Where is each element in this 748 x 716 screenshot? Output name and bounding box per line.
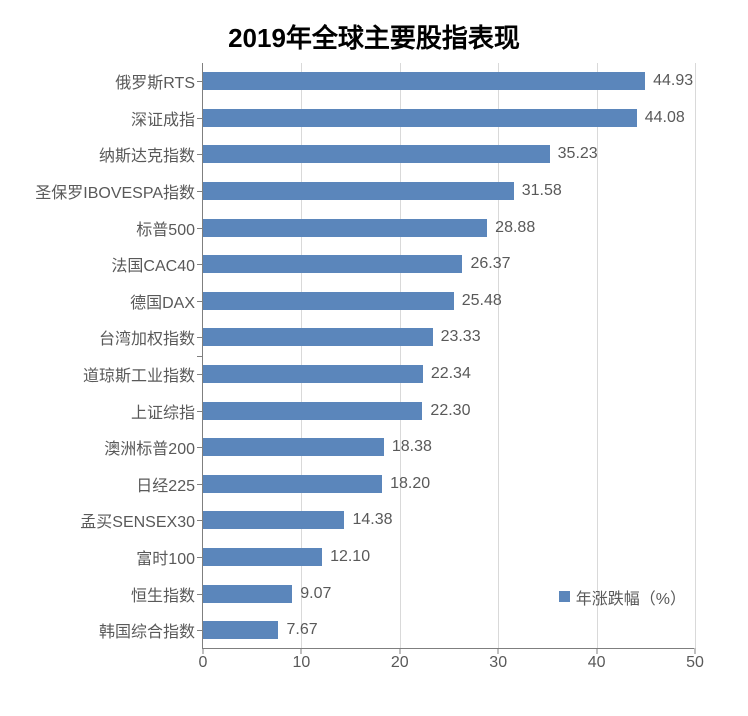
bar-row: 上证综指22.30	[203, 392, 694, 429]
x-tick-label: 0	[199, 654, 208, 672]
legend: 年涨跌幅（%）	[559, 585, 686, 609]
bar	[203, 72, 645, 90]
value-label: 23.33	[441, 328, 481, 346]
value-label: 22.30	[430, 402, 470, 420]
category-label: 纳斯达克指数	[25, 142, 195, 166]
category-label: 深证成指	[25, 106, 195, 130]
value-label: 18.20	[390, 475, 430, 493]
value-label: 35.23	[558, 145, 598, 163]
category-label: 上证综指	[25, 399, 195, 423]
category-label: 孟买SENSEX30	[25, 508, 195, 532]
gridline	[695, 63, 696, 648]
category-label: 俄罗斯RTS	[25, 69, 195, 93]
plot-area: 01020304050俄罗斯RTS44.93深证成指44.08纳斯达克指数35.…	[24, 63, 724, 649]
bar-row: 圣保罗IBOVESPA指数31.58	[203, 173, 694, 210]
bar	[203, 548, 322, 566]
x-tick-label: 10	[292, 654, 310, 672]
value-label: 28.88	[495, 219, 535, 237]
x-tick-label: 50	[686, 654, 704, 672]
bar-row: 俄罗斯RTS44.93	[203, 63, 694, 100]
value-label: 12.10	[330, 548, 370, 566]
bar	[203, 365, 423, 383]
x-tick-label: 30	[489, 654, 507, 672]
x-tick-label: 40	[588, 654, 606, 672]
bar-row: 纳斯达克指数35.23	[203, 136, 694, 173]
bar	[203, 402, 422, 420]
bar	[203, 621, 278, 639]
bar	[203, 438, 384, 456]
category-label: 法国CAC40	[25, 252, 195, 276]
bar	[203, 255, 462, 273]
bar	[203, 219, 487, 237]
chart-container: 2019年全球主要股指表现 01020304050俄罗斯RTS44.93深证成指…	[0, 0, 748, 716]
value-label: 26.37	[470, 255, 510, 273]
bar	[203, 182, 514, 200]
bar	[203, 145, 550, 163]
bar-row: 孟买SENSEX3014.38	[203, 502, 694, 539]
bar	[203, 109, 637, 127]
category-label: 澳洲标普200	[25, 435, 195, 459]
value-label: 9.07	[300, 585, 331, 603]
value-label: 25.48	[462, 292, 502, 310]
category-label: 富时100	[25, 545, 195, 569]
category-label: 韩国综合指数	[25, 618, 195, 642]
bar-row: 韩国综合指数7.67	[203, 612, 694, 649]
category-label: 德国DAX	[25, 289, 195, 313]
bar-row: 深证成指44.08	[203, 100, 694, 137]
plot-inner: 01020304050俄罗斯RTS44.93深证成指44.08纳斯达克指数35.…	[202, 63, 694, 649]
y-tickmark	[197, 356, 203, 357]
category-label: 恒生指数	[25, 582, 195, 606]
bar-row: 日经22518.20	[203, 466, 694, 503]
category-label: 日经225	[25, 472, 195, 496]
category-label: 道琼斯工业指数	[25, 362, 195, 386]
bar-row: 标普50028.88	[203, 209, 694, 246]
bar-row: 法国CAC4026.37	[203, 246, 694, 283]
value-label: 22.34	[431, 365, 471, 383]
value-label: 14.38	[352, 511, 392, 529]
category-label: 标普500	[25, 216, 195, 240]
bar	[203, 475, 382, 493]
bar-row: 富时10012.10	[203, 539, 694, 576]
value-label: 7.67	[286, 621, 317, 639]
bar	[203, 292, 454, 310]
value-label: 44.93	[653, 72, 693, 90]
bar-row: 台湾加权指数23.33	[203, 319, 694, 356]
category-label: 台湾加权指数	[25, 325, 195, 349]
legend-swatch	[559, 591, 570, 602]
bar-row: 道琼斯工业指数22.34	[203, 356, 694, 393]
bar-row: 德国DAX25.48	[203, 283, 694, 320]
bar	[203, 328, 433, 346]
category-label: 圣保罗IBOVESPA指数	[25, 179, 195, 203]
value-label: 18.38	[392, 438, 432, 456]
bar	[203, 511, 344, 529]
value-label: 44.08	[645, 109, 685, 127]
bar-row: 澳洲标普20018.38	[203, 429, 694, 466]
x-tick-label: 20	[391, 654, 409, 672]
chart-title: 2019年全球主要股指表现	[24, 18, 724, 55]
legend-label: 年涨跌幅（%）	[576, 585, 686, 609]
bar	[203, 585, 292, 603]
value-label: 31.58	[522, 182, 562, 200]
